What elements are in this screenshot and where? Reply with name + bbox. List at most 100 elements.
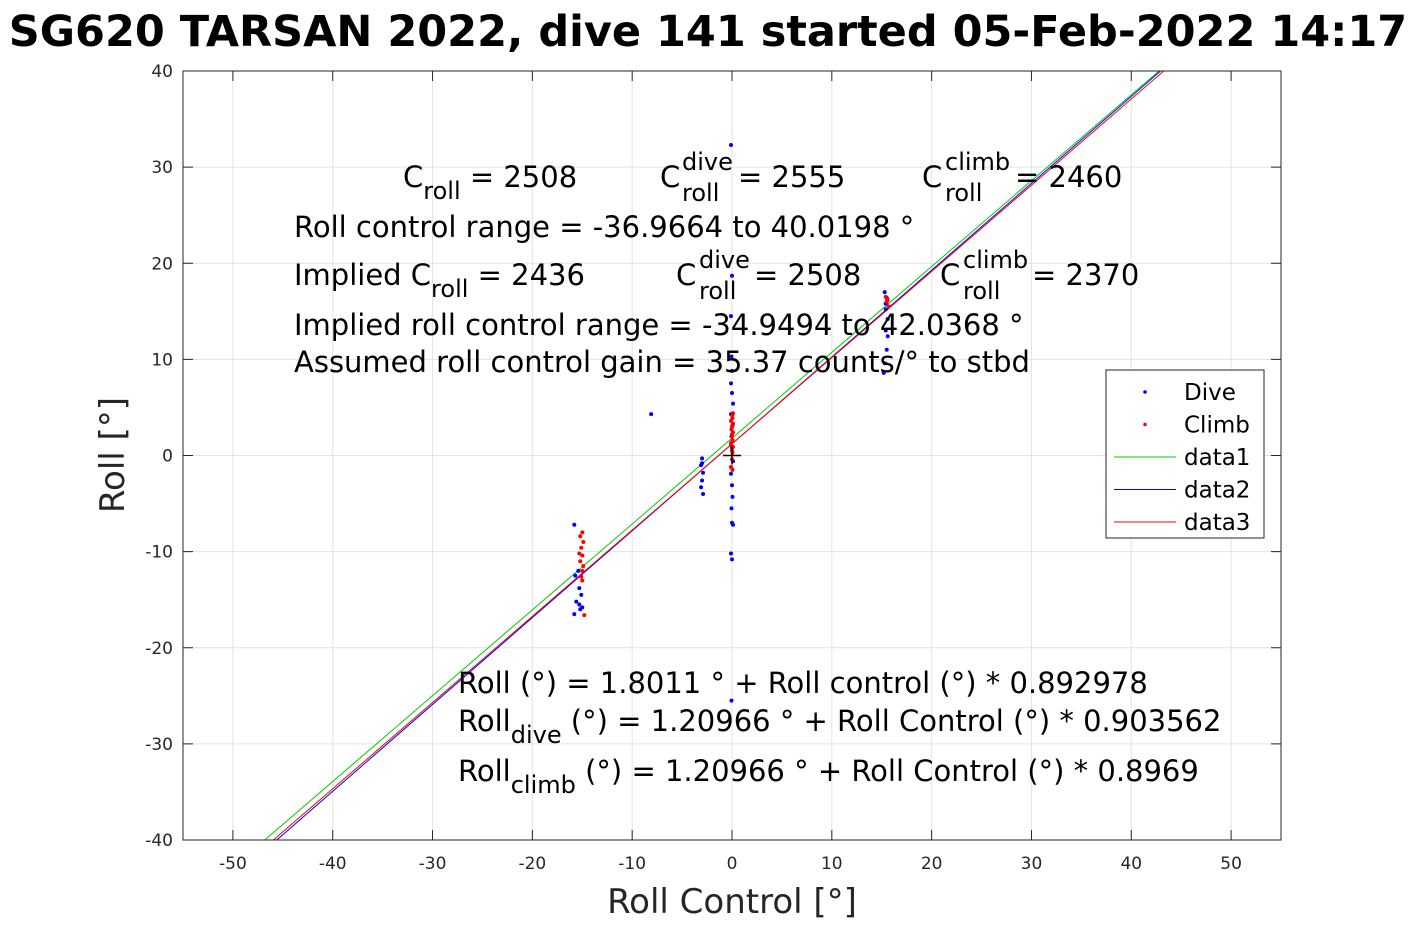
dive-point (885, 317, 890, 322)
dive-point (885, 334, 890, 339)
data-points (572, 143, 891, 703)
y-tick-label: 20 (151, 254, 173, 274)
c-roll-climb-value: = 2460 (1015, 160, 1122, 194)
climb-point (579, 545, 584, 550)
x-tick-label: -10 (618, 854, 646, 874)
climb-point (577, 551, 582, 556)
legend-label-data3: data3 (1184, 510, 1250, 536)
y-tick-label: 10 (151, 350, 173, 370)
y-tick-label: 0 (162, 447, 173, 467)
climb-point (885, 297, 890, 302)
implied-c-roll-dive-value: = 2508 (754, 258, 861, 292)
x-tick-label: -30 (419, 854, 447, 874)
dive-point (881, 370, 886, 375)
c-roll-climb-sup: climb (945, 148, 1010, 176)
y-tick-label: 30 (151, 158, 173, 178)
dive-point (729, 506, 734, 511)
dive-point (730, 557, 734, 562)
dive-point (701, 470, 706, 475)
dive-point (883, 307, 888, 312)
dive-point (884, 347, 889, 352)
legend-box (1105, 369, 1265, 539)
x-tick-label: 10 (821, 854, 843, 874)
dive-point (882, 361, 887, 366)
legend-label-dive: Dive (1184, 380, 1236, 406)
y-tick-label: -20 (145, 639, 173, 659)
x-tick-label: 30 (1021, 854, 1043, 874)
climb-point (581, 564, 586, 569)
climb-point (730, 421, 735, 426)
implied-climb-sub: roll (963, 277, 1000, 305)
dive-point (699, 485, 704, 490)
dive-point (729, 381, 734, 386)
y-tick-label: -10 (145, 543, 173, 563)
c-roll-dive-value: = 2555 (738, 160, 845, 194)
climb-point (729, 442, 734, 447)
dive-point (729, 551, 734, 556)
origin-marker (723, 446, 741, 465)
climb-point (730, 432, 734, 437)
x-tick-label: -20 (518, 854, 546, 874)
x-tick-label: -50 (219, 854, 247, 874)
climb-point (581, 540, 586, 545)
assumed-gain: Assumed roll control gain = 35.37 counts… (294, 345, 1030, 379)
legend-swatch-dive (1143, 390, 1147, 394)
fit-lines (264, 70, 1165, 841)
climb-point (579, 574, 584, 579)
implied-c-roll-climb: C (940, 258, 960, 292)
climb-point (580, 553, 585, 558)
climb-point (883, 294, 888, 299)
dive-point (576, 568, 581, 573)
dive-point (700, 456, 705, 461)
climb-point (886, 304, 891, 309)
legend-swatch-climb (1143, 422, 1147, 427)
c-roll-climb-annotation: C (922, 160, 942, 194)
dive-point (730, 483, 734, 488)
fit-dive-equation: Rolldive (°) = 1.20966 ° + Roll Control … (458, 704, 1221, 749)
c-roll-dive-annotation: C (660, 160, 680, 194)
climb-point (580, 568, 585, 573)
x-tick-label: 40 (1120, 854, 1142, 874)
fit-equation: Roll (°) = 1.8011 ° + Roll control (°) *… (458, 666, 1148, 700)
y-axis-label: Roll [°] (93, 397, 133, 513)
dive-point (730, 391, 734, 396)
legend-label-climb: Climb (1184, 413, 1250, 439)
climb-point (580, 578, 585, 583)
fit-climb-equation: Rollclimb (°) = 1.20966 ° + Roll Control… (458, 754, 1199, 799)
climb-point (730, 467, 735, 472)
dive-point (572, 612, 577, 617)
implied-climb-sup: climb (963, 246, 1028, 274)
climb-point (578, 559, 583, 564)
dive-point (730, 401, 735, 406)
x-tick-label: 0 (727, 854, 738, 874)
fit-line-data1 (264, 70, 1160, 841)
dive-point (700, 461, 705, 466)
dive-point (730, 494, 735, 499)
dive-point (701, 491, 706, 496)
dive-point (882, 290, 887, 295)
c-roll-dive-sup: dive (682, 148, 733, 176)
dive-point (729, 354, 734, 359)
dive-point (883, 328, 888, 333)
roll-control-range: Roll control range = -36.9664 to 40.0198… (294, 210, 914, 244)
dive-point (580, 605, 585, 610)
c-roll-climb-sub: roll (945, 179, 982, 207)
implied-roll-control-range: Implied roll control range = -34.9494 to… (294, 308, 1024, 342)
y-tick-label: -30 (145, 735, 173, 755)
dive-point (574, 599, 579, 604)
x-tick-label: 50 (1220, 854, 1242, 874)
implied-c-roll: Implied Croll = 2436 (294, 258, 585, 303)
dive-point (729, 698, 734, 703)
legend: Dive Climb data1 data2 data3 (1105, 369, 1265, 539)
dive-point (577, 586, 582, 591)
dive-point (573, 573, 578, 578)
implied-c-roll-dive: C (676, 258, 696, 292)
climb-point (578, 534, 583, 539)
dive-point (649, 412, 654, 417)
y-tick-label: 40 (151, 62, 173, 82)
climb-point (730, 411, 735, 416)
c-roll-annotation: Croll = 2508 (403, 160, 577, 205)
x-axis-label: Roll Control [°] (607, 882, 857, 922)
dive-point (730, 273, 734, 278)
